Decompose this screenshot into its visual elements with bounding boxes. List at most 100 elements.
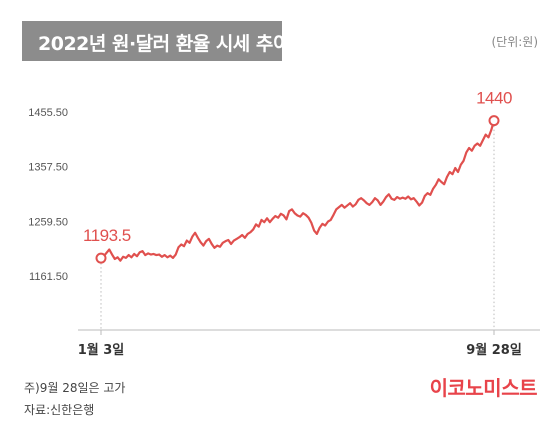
data-point (368, 204, 371, 206)
data-point (119, 259, 122, 262)
data-point (155, 254, 158, 256)
data-point (321, 223, 324, 225)
data-point (418, 204, 421, 207)
data-point (130, 256, 133, 259)
data-point (313, 229, 315, 232)
data-point (210, 243, 213, 245)
data-point (407, 195, 410, 198)
data-point (374, 197, 376, 199)
data-point (473, 144, 476, 147)
data-point (382, 200, 385, 203)
data-point (468, 147, 470, 149)
data-point (263, 221, 266, 223)
series-line (99, 119, 496, 262)
data-point (216, 244, 219, 247)
data-point (307, 216, 310, 219)
data-point (194, 231, 196, 234)
data-point (437, 178, 440, 181)
data-point (180, 243, 183, 246)
data-point (233, 239, 235, 242)
x-axis-ticks: 1월 3일 9월 28일 (78, 330, 522, 358)
data-point (105, 252, 108, 254)
data-point (482, 139, 484, 141)
data-point (174, 253, 177, 256)
data-point (371, 201, 374, 203)
data-point (144, 254, 147, 256)
data-point (282, 214, 285, 217)
data-point (150, 253, 152, 256)
data-point (163, 254, 166, 256)
data-point (147, 252, 149, 255)
data-point (188, 242, 191, 244)
footnote: 주)9월 28일은 고가 (24, 381, 126, 395)
data-point (352, 205, 354, 208)
data-point (202, 244, 205, 247)
data-point (401, 196, 404, 199)
data-point (363, 199, 365, 202)
data-point (305, 214, 307, 216)
x-tick-label: 9월 28일 (466, 342, 522, 358)
data-point (271, 218, 274, 220)
data-point (385, 196, 387, 198)
data-point (152, 253, 155, 255)
start-point-marker (95, 252, 107, 264)
data-point (316, 233, 318, 235)
data-point (399, 197, 401, 200)
data-point (349, 202, 351, 204)
data-point (329, 219, 332, 221)
data-point (291, 208, 293, 211)
data-point (318, 226, 321, 229)
data-point (219, 245, 221, 248)
data-point (235, 238, 238, 240)
data-point (424, 195, 426, 197)
data-point (293, 212, 296, 215)
y-tick-label: 1161.50 (29, 271, 68, 283)
data-point (335, 208, 338, 211)
end-value-label: 1440 (476, 89, 512, 108)
data-point (191, 235, 194, 238)
data-point (116, 256, 119, 259)
data-point (133, 253, 136, 255)
data-point (296, 214, 299, 217)
data-point (327, 220, 329, 223)
x-tick-label: 1월 3일 (78, 342, 125, 358)
chart-title: 2022년 원·달러 환율 시세 추이 (38, 33, 290, 55)
data-point (379, 204, 382, 206)
series-points (100, 119, 495, 262)
data-point (136, 255, 138, 257)
data-point (415, 200, 418, 203)
data-point (490, 129, 493, 131)
brand-logo: 이코노미스트 (429, 376, 538, 400)
data-point (227, 239, 230, 241)
data-point (257, 225, 260, 228)
data-point (213, 247, 216, 249)
data-point (141, 250, 144, 252)
data-point (448, 171, 451, 173)
data-point (421, 201, 423, 204)
end-point-marker (488, 115, 500, 127)
data-point (462, 160, 465, 162)
y-tick-label: 1259.50 (28, 216, 68, 228)
data-point (125, 257, 127, 259)
data-point (443, 183, 445, 186)
data-point (412, 197, 415, 199)
data-point (396, 196, 398, 198)
data-point (357, 199, 360, 201)
data-point (269, 221, 271, 223)
data-point (426, 192, 429, 194)
data-point (244, 236, 246, 239)
data-point (360, 197, 362, 199)
data-point (299, 215, 302, 218)
data-point (302, 212, 304, 215)
data-point (186, 239, 188, 242)
data-point (205, 240, 207, 242)
data-point (277, 216, 279, 219)
data-point (177, 246, 180, 249)
data-point (465, 151, 468, 154)
data-point (346, 204, 349, 207)
data-point (338, 206, 340, 208)
data-point (197, 236, 199, 239)
data-point (252, 228, 255, 231)
data-point (451, 173, 454, 175)
data-point (161, 255, 163, 258)
